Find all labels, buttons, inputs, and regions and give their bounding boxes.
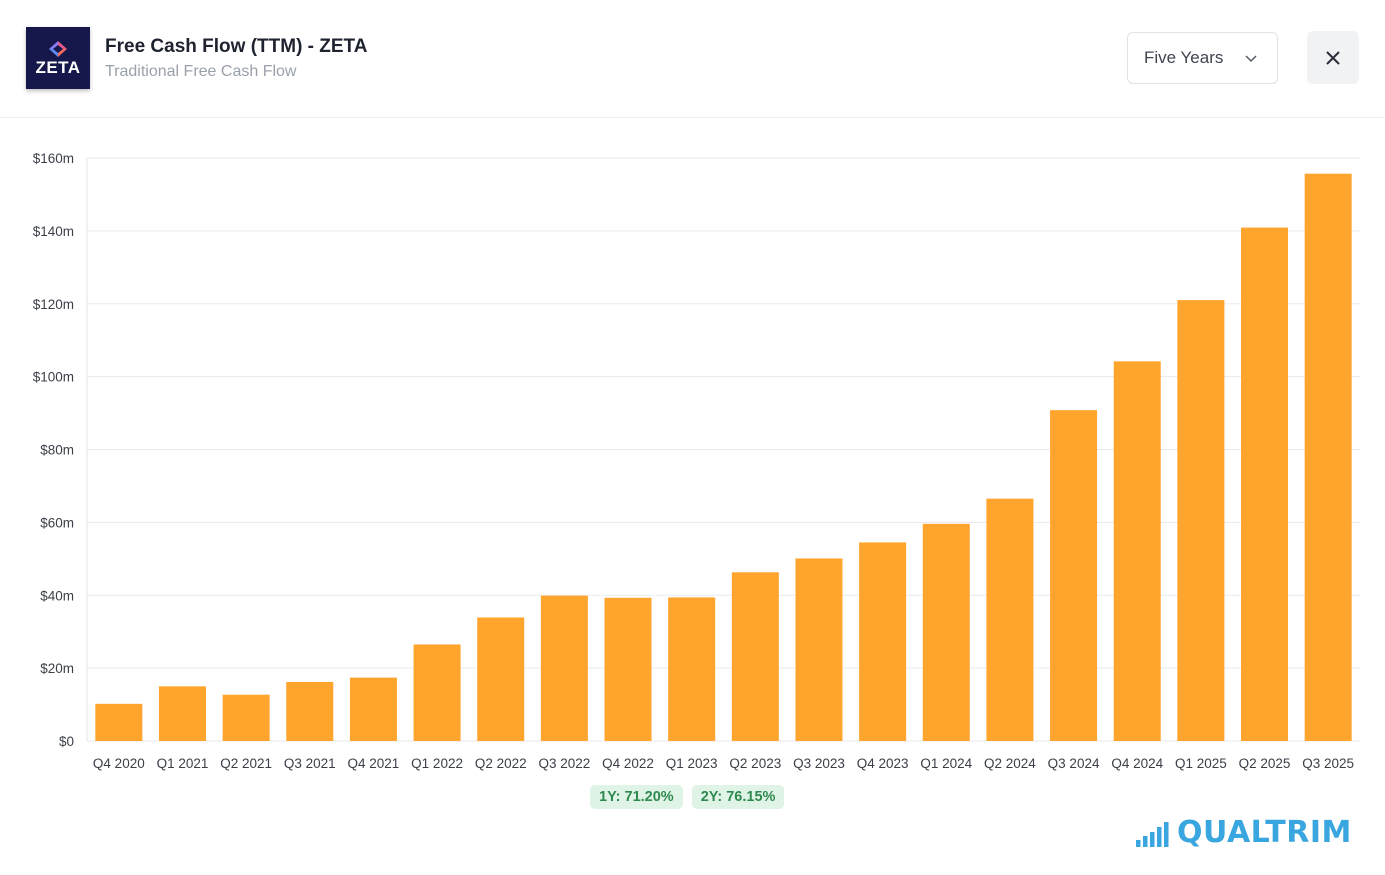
growth-badges: 1Y: 71.20% 2Y: 76.15%: [590, 785, 785, 809]
chart-header: ZETA Free Cash Flow (TTM) - ZETA Traditi…: [0, 0, 1385, 118]
bar: [477, 617, 525, 741]
x-tick-label: Q2 2021: [220, 756, 272, 771]
bar: [349, 677, 397, 741]
x-tick-label: Q2 2023: [729, 756, 781, 771]
bar: [413, 644, 461, 741]
y-tick-label: $80m: [40, 443, 74, 458]
y-tick-label: $160m: [33, 151, 74, 166]
bar: [604, 597, 652, 741]
y-tick-label: $0: [59, 734, 74, 749]
y-tick-label: $20m: [40, 661, 74, 676]
close-icon: [1326, 50, 1340, 65]
bar: [859, 542, 907, 741]
x-tick-label: Q1 2021: [157, 756, 209, 771]
bar: [1304, 173, 1352, 742]
logo-ticker: ZETA: [35, 57, 81, 77]
x-tick-label: Q1 2023: [666, 756, 718, 771]
qualtrim-brand: QUALTRIM: [1135, 818, 1352, 848]
growth-badge-2y: 2Y: 76.15%: [691, 785, 785, 809]
y-tick-label: $60m: [40, 515, 74, 530]
bar: [1050, 410, 1098, 741]
x-tick-label: Q1 2024: [920, 756, 972, 771]
close-button[interactable]: [1307, 31, 1359, 84]
bar: [668, 597, 716, 741]
x-tick-label: Q4 2022: [602, 756, 654, 771]
y-tick-label: $100m: [33, 370, 74, 385]
chart-subtitle: Traditional Free Cash Flow: [105, 63, 297, 80]
x-tick-label: Q1 2025: [1175, 756, 1227, 771]
x-tick-label: Q2 2024: [984, 756, 1036, 771]
bar: [286, 681, 334, 741]
zeta-mark-icon: [49, 40, 67, 57]
x-tick-label: Q3 2021: [284, 756, 336, 771]
x-tick-label: Q4 2021: [348, 756, 400, 771]
x-tick-label: Q3 2024: [1048, 756, 1100, 771]
bar: [540, 595, 588, 741]
fcf-bar-chart: $0 $20m $40m $60m $80m $100m $120m $140m $160m Q4…: [33, 151, 1360, 771]
bar: [222, 694, 270, 741]
x-tick-label: Q4 2024: [1111, 756, 1163, 771]
period-dropdown[interactable]: Five Years: [1127, 32, 1278, 84]
y-tick-label: $40m: [40, 588, 74, 603]
x-tick-label: Q3 2023: [793, 756, 845, 771]
chart-title: Free Cash Flow (TTM) - ZETA: [105, 36, 368, 57]
bar: [795, 558, 843, 741]
company-logo: ZETA: [26, 27, 90, 89]
x-tick-label: Q2 2025: [1239, 756, 1291, 771]
bar: [1177, 300, 1225, 741]
bar: [986, 498, 1034, 741]
x-tick-label: Q4 2020: [93, 756, 145, 771]
bar: [731, 572, 779, 741]
x-tick-label: Q3 2022: [538, 756, 590, 771]
bar: [158, 686, 206, 741]
bar: [1113, 361, 1161, 741]
period-dropdown-value: Five Years: [1144, 48, 1224, 67]
x-tick-label: Q2 2022: [475, 756, 527, 771]
bar-chart-logo-icon: [1136, 822, 1169, 847]
bar: [922, 523, 970, 741]
growth-badge-1y: 1Y: 71.20%: [590, 785, 683, 809]
brand-name: QUALTRIM: [1177, 815, 1352, 850]
bar: [1241, 227, 1289, 741]
y-tick-label: $120m: [33, 297, 74, 312]
x-tick-label: Q1 2022: [411, 756, 463, 771]
x-tick-label: Q3 2025: [1302, 756, 1354, 771]
bar: [95, 703, 143, 741]
chevron-down-icon: [1245, 55, 1257, 63]
y-tick-label: $140m: [33, 224, 74, 239]
x-tick-label: Q4 2023: [857, 756, 909, 771]
